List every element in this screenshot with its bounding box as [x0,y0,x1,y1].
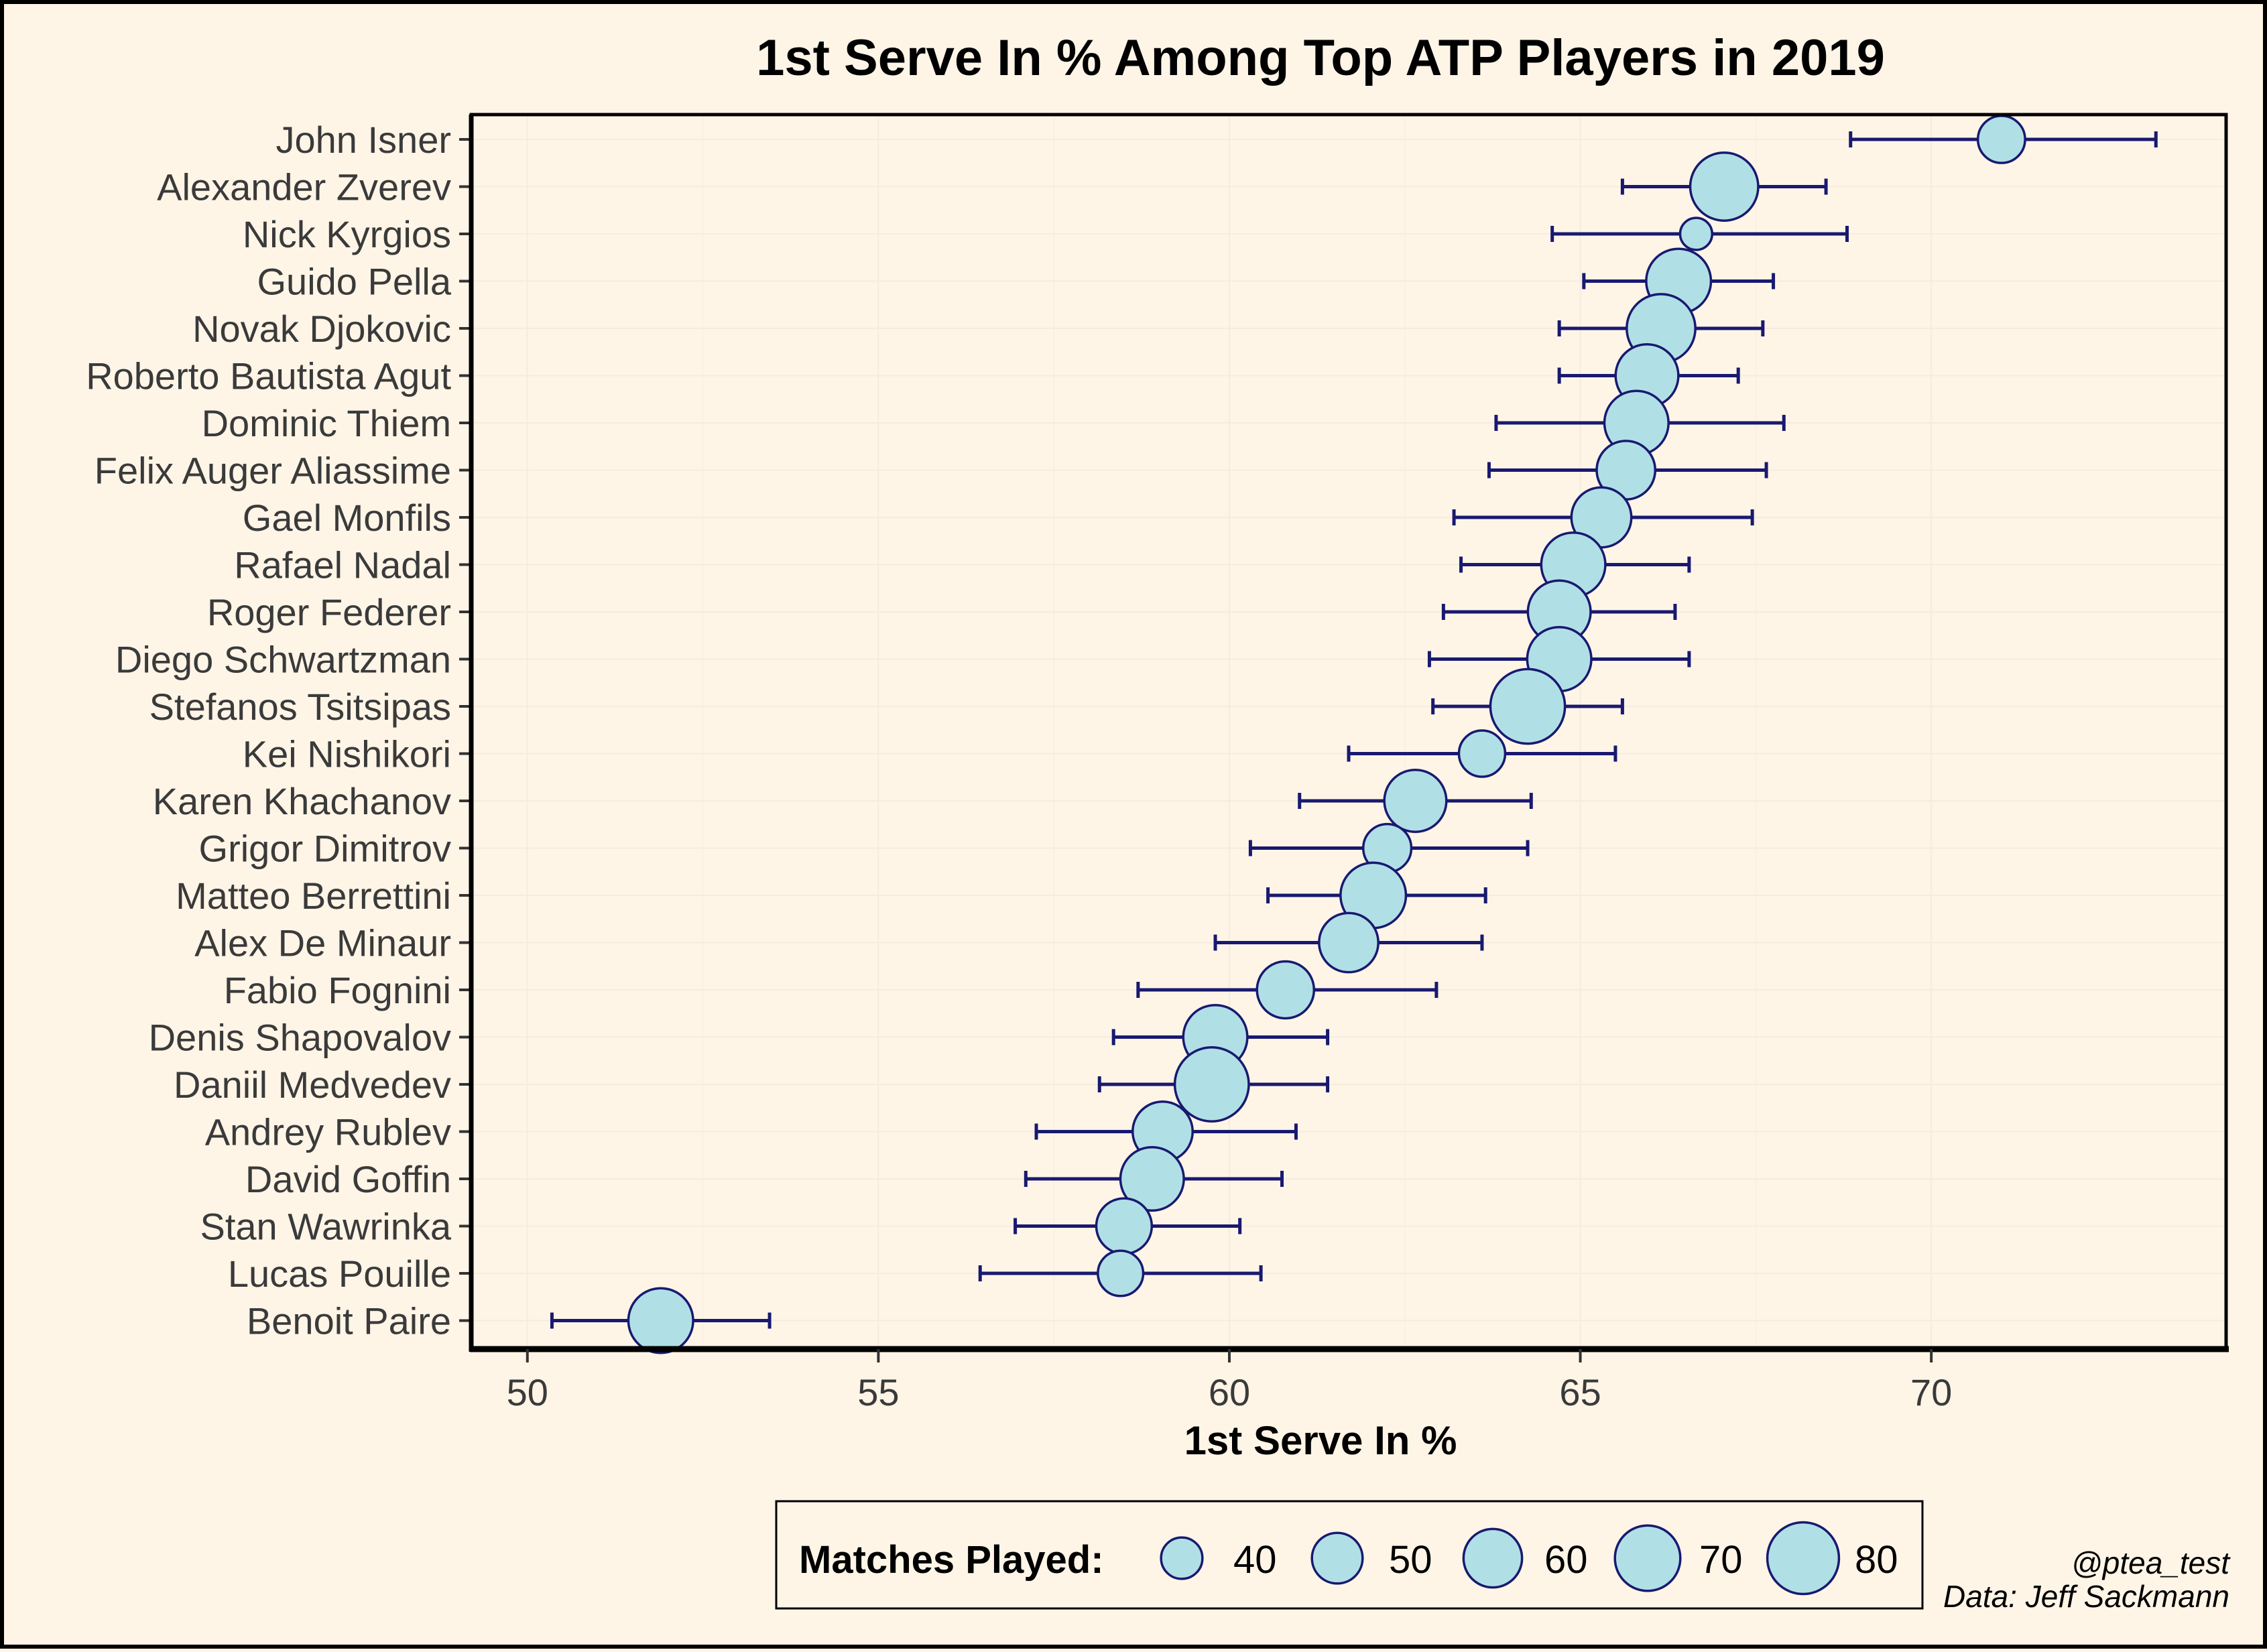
y-tick-labels: John Isner Alexander Zverev Nick Kyrgios Gu… [86,119,452,1342]
y-tick-label: Lucas Pouille [228,1253,451,1295]
y-tick-label: Grigor Dimitrov [199,828,451,870]
y-tick-label: Kei Nishikori [243,733,451,775]
y-tick-label: Felix Auger Aliassime [95,450,451,492]
data-point [1689,151,1760,222]
legend-key [1310,1531,1364,1585]
legend-key [1160,1536,1204,1580]
y-tick-label: David Goffin [245,1158,451,1200]
data-point [1318,911,1380,974]
axes [459,113,2229,1352]
y-tick-label: Matteo Berrettini [176,875,451,917]
data-point [627,1287,694,1354]
x-tick-label: 70 [1910,1371,1952,1413]
legend: Matches Played: 40 50 60 70 80 [775,1500,1924,1610]
points [627,115,2026,1354]
x-tick-label: 55 [857,1371,899,1413]
legend-label: 50 [1389,1538,1432,1582]
y-tick-label: Benoit Paire [247,1300,451,1342]
x-tick-label: 50 [507,1371,548,1413]
chart-title: 1st Serve In % Among Top ATP Players in … [756,29,1885,86]
y-tick-label: Stefanos Tsitsipas [149,686,451,728]
legend-label: 40 [1233,1538,1277,1582]
y-tick-label: Daniil Medvedev [174,1064,451,1106]
data-point [1489,668,1567,745]
data-point [1457,729,1507,778]
data-point [1976,115,2026,164]
y-tick-label: Nick Kyrgios [243,213,451,255]
caption-line: Data: Jeff Sackmann [1943,1579,2229,1614]
x-axis-title: 1st Serve In % [1184,1418,1457,1463]
legend-key [1766,1521,1841,1596]
data-point [1119,1145,1185,1212]
data-point [1095,1197,1154,1255]
data-point [1255,960,1316,1020]
y-tick-label: Roberto Bautista Agut [86,355,451,397]
x-tick-label: 60 [1209,1371,1250,1413]
y-tick-label: Alex De Minaur [194,922,451,964]
y-tick-label: Diego Schwartzman [115,639,451,681]
legend-title: Matches Played: [799,1538,1104,1582]
y-tick-label: Denis Shapovalov [149,1017,451,1059]
y-tick-label: Roger Federer [207,591,451,633]
y-tick-label: Rafael Nadal [234,544,451,586]
y-tick-label: John Isner [276,119,452,161]
data-point [1678,216,1714,251]
caption-line: @ptea_test [2071,1545,2231,1580]
y-tick-label: Fabio Fognini [224,969,451,1011]
y-tick-label: Gael Monfils [243,497,451,539]
data-point [1173,1046,1250,1123]
legend-label: 60 [1544,1538,1588,1582]
grid-layer [471,115,2226,1349]
y-tick-label: Stan Wawrinka [200,1206,452,1248]
y-tick-label: Alexander Zverev [157,166,451,208]
x-tick-labels: 50 55 60 65 70 [507,1349,1952,1413]
data-point [1383,768,1448,834]
x-tick-label: 65 [1559,1371,1601,1413]
y-tick-label: Dominic Thiem [202,402,451,444]
y-tick-label: Guido Pella [257,261,451,303]
legend-key [1462,1527,1524,1589]
data-point [1097,1249,1145,1297]
legend-label: 80 [1855,1538,1898,1582]
y-tick-label: Novak Djokovic [192,308,451,350]
y-tick-label: Karen Khachanov [153,780,451,822]
y-tick-label: Andrey Rublev [205,1111,451,1153]
legend-key [1613,1524,1682,1592]
legend-label: 70 [1699,1538,1743,1582]
